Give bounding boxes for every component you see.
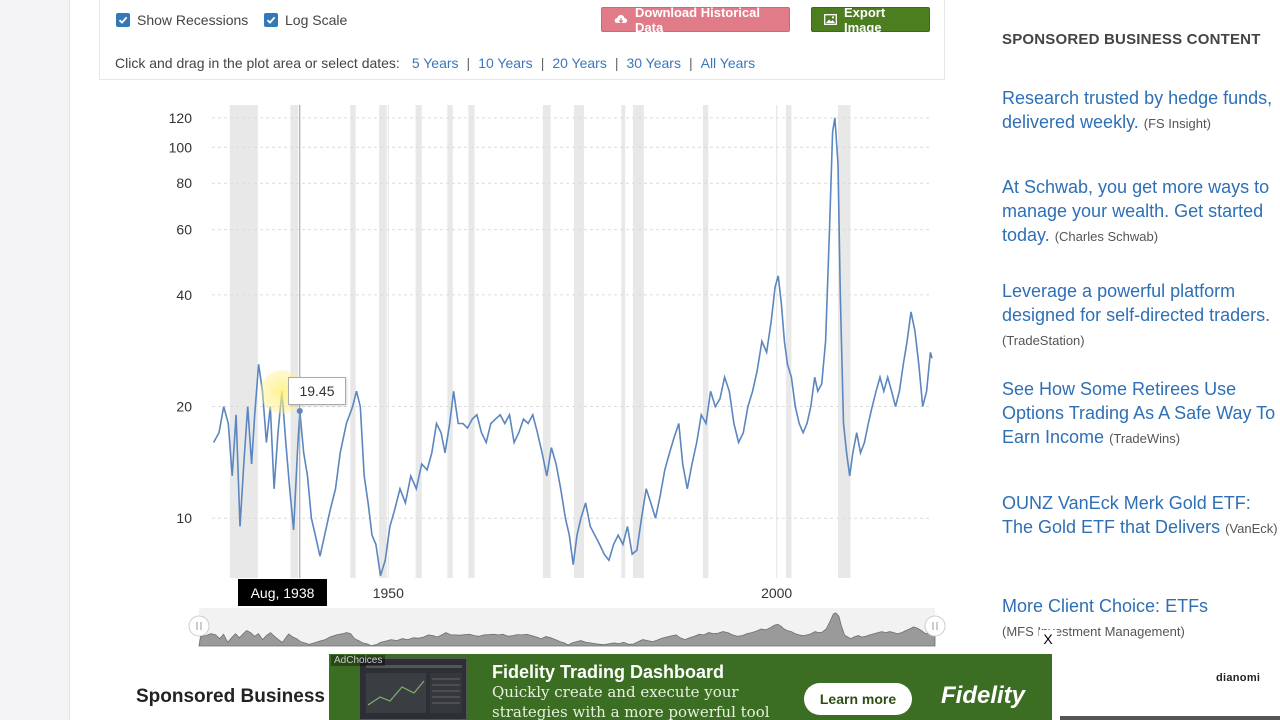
recession-band (621, 105, 626, 578)
y-tick-label: 20 (176, 399, 192, 415)
learn-more-button[interactable]: Learn more (804, 683, 912, 715)
series-line (212, 117, 933, 576)
bottom-strip (1060, 716, 1280, 720)
chart-navigator[interactable] (185, 606, 950, 648)
sponsored-source: (MFS Investment Management) (1002, 624, 1185, 639)
sponsored-link-text[interactable]: See How Some Retirees Use Options Tradin… (1002, 379, 1276, 447)
recession-band (838, 105, 851, 578)
sponsored-link-text[interactable]: Research trusted by hedge funds, deliver… (1002, 88, 1273, 132)
export-label: Export Image (844, 4, 886, 35)
download-historical-data-button[interactable]: Download Historical Data (601, 4, 790, 35)
range-separator: | (540, 55, 545, 71)
show-recessions-checkbox[interactable]: Show Recessions (116, 12, 248, 28)
recession-band (785, 105, 792, 578)
recession-band (447, 105, 453, 578)
log-scale-checkbox[interactable]: Log Scale (264, 12, 347, 28)
recession-band (632, 105, 644, 578)
sponsored-link-text[interactable]: OUNZ VanEck Merk Gold ETF: The Gold ETF … (1002, 493, 1251, 537)
cloud-download-icon (614, 14, 628, 25)
recession-band (229, 105, 258, 578)
sponsored-source: (Charles Schwab) (1054, 229, 1159, 244)
checkmark-icon (116, 13, 130, 27)
close-ad-button[interactable]: X (1039, 630, 1057, 648)
crosshair-date-label: Aug, 1938 (238, 579, 327, 606)
sidebar-heading: SPONSORED BUSINESS CONTENT (1002, 31, 1261, 48)
pe-ratio-chart[interactable]: 10 20 40 60 80 100 120 1950 2000 (140, 100, 940, 610)
show-recessions-label: Show Recessions (137, 12, 249, 28)
range-link-10-years[interactable]: 10 Years (478, 55, 533, 71)
left-gutter (0, 0, 70, 720)
sponsored-source: (VanEck) (1225, 521, 1278, 536)
fidelity-logo: Fidelity (941, 682, 1026, 709)
sponsored-source: (FS Insight) (1143, 116, 1211, 131)
range-separator: | (614, 55, 619, 71)
recession-band (468, 105, 475, 578)
sponsored-source: (TradeStation) (1002, 333, 1085, 348)
download-label: Download Historical Data (635, 4, 760, 35)
hover-point (296, 408, 303, 415)
checkmark-icon (264, 13, 278, 27)
range-link-5-years[interactable]: 5 Years (411, 55, 459, 71)
sponsored-link-text[interactable]: At Schwab, you get more ways to manage y… (1002, 177, 1270, 245)
grip-icon (932, 622, 938, 630)
recession-band (573, 105, 585, 578)
adchoices-label: AdChoices (334, 655, 383, 666)
x-tick-label: 2000 (761, 585, 792, 601)
y-tick-label: 80 (176, 175, 192, 191)
x-tick-label: 1950 (373, 585, 404, 601)
adchoices-badge[interactable]: AdChoices (331, 655, 386, 666)
sponsored-link[interactable]: OUNZ VanEck Merk Gold ETF: The Gold ETF … (1002, 491, 1280, 541)
sponsored-link[interactable]: Research trusted by hedge funds, deliver… (1002, 86, 1280, 136)
fidelity-ad-banner[interactable]: AdChoices Fidelity Trading Dashboard Qui… (329, 654, 1052, 720)
export-image-button[interactable]: Export Image (811, 4, 930, 35)
dianomi-logo: dianomi (1216, 672, 1261, 684)
navigator-series (198, 612, 936, 647)
y-tick-label: 60 (176, 222, 192, 238)
navigator-handle-right[interactable] (924, 615, 946, 637)
recession-band (542, 105, 551, 578)
range-link-30-years[interactable]: 30 Years (626, 55, 681, 71)
recession-band (702, 105, 709, 578)
chart-toolbar: Show Recessions Log Scale Download Histo… (99, 0, 945, 80)
sponsored-link-text[interactable]: Leverage a powerful platform designed fo… (1002, 281, 1271, 325)
date-range-selector: Click and drag in the plot area or selec… (115, 55, 755, 71)
y-tick-label: 120 (169, 110, 193, 126)
chart-tooltip: 19.45 (288, 377, 346, 405)
recession-band (415, 105, 422, 578)
y-tick-label: 100 (169, 139, 193, 155)
log-scale-label: Log Scale (285, 12, 348, 28)
range-prompt: Click and drag in the plot area or selec… (115, 55, 400, 71)
image-icon (824, 14, 837, 25)
range-separator: | (688, 55, 693, 71)
crosshair-date: Aug, 1938 (250, 584, 315, 601)
y-tick-label: 40 (176, 287, 192, 303)
range-link-all-years[interactable]: All Years (700, 55, 756, 71)
grip-icon (196, 622, 202, 630)
sponsored-link[interactable]: At Schwab, you get more ways to manage y… (1002, 175, 1280, 249)
ad-thumbnail (359, 658, 467, 720)
navigator-handle-left[interactable] (188, 615, 210, 637)
recession-band (378, 105, 387, 578)
recession-band (350, 105, 356, 578)
tooltip-value: 19.45 (299, 383, 335, 399)
sponsored-link[interactable]: See How Some Retirees Use Options Tradin… (1002, 377, 1280, 451)
sponsored-source: (TradeWins) (1109, 431, 1181, 446)
sponsored-link-text[interactable]: More Client Choice: ETFs (1002, 596, 1209, 616)
recession-band (290, 105, 299, 578)
ad-description: Quickly create and execute your strategi… (492, 683, 770, 720)
range-link-20-years[interactable]: 20 Years (552, 55, 607, 71)
range-separator: | (466, 55, 471, 71)
y-tick-label: 10 (176, 510, 192, 526)
sponsored-link[interactable]: Leverage a powerful platform designed fo… (1002, 279, 1280, 353)
ad-title: Fidelity Trading Dashboard (492, 662, 725, 682)
sponsored-sidebar: SPONSORED BUSINESS CONTENT Research trus… (1002, 0, 1280, 720)
sponsored-business-heading: Sponsored Business (136, 686, 325, 707)
